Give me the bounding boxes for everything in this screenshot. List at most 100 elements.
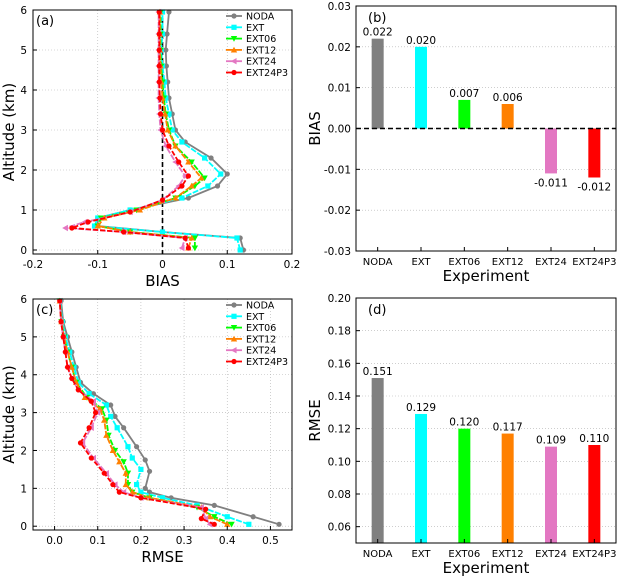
data-point (122, 481, 130, 488)
data-point (142, 485, 148, 491)
series-line-ext06 (96, 12, 206, 248)
bar-value-label: 0.022 (363, 27, 393, 39)
x-tick-label: EXT24 (535, 549, 567, 560)
data-point (129, 488, 136, 495)
data-point (237, 247, 243, 253)
x-tick-label: 0.1 (89, 535, 106, 547)
data-point (138, 495, 144, 501)
x-tick-label: 0.4 (219, 535, 236, 547)
x-tick-label: EXT24P3 (572, 257, 616, 268)
x-tick-label: 0.3 (176, 535, 193, 547)
data-point (157, 111, 164, 117)
data-point (161, 110, 169, 117)
x-tick-label: EXT06 (448, 257, 480, 268)
legend-marker (231, 358, 237, 365)
bar-value-label: -0.011 (534, 177, 568, 189)
bar-value-label: 0.151 (363, 366, 393, 378)
data-point (161, 79, 168, 85)
data-point (166, 111, 172, 117)
data-point (114, 425, 120, 431)
y-tick-label: 1 (20, 205, 27, 217)
y-tick-label: 0.18 (328, 326, 351, 338)
data-point (166, 9, 172, 15)
data-point (81, 218, 88, 226)
y-tick-label: 0.20 (328, 293, 351, 305)
panel-c: 0.0 0.1 0.2 0.3 0.4 0.5 0 1 2 3 4 5 6 RMSE Altitude (k… (0, 294, 293, 566)
data-point (188, 234, 195, 241)
data-point (246, 521, 252, 527)
data-point (64, 364, 71, 370)
data-point (188, 182, 195, 189)
data-point (224, 171, 230, 177)
legend-marker (230, 58, 237, 65)
bar-ext24p3 (588, 445, 601, 543)
data-point (159, 229, 166, 235)
legend-entry-noda: NODA (246, 301, 275, 312)
y-tick-label: 3 (20, 125, 27, 137)
bar-ext24p3 (588, 128, 601, 178)
data-point (71, 364, 77, 370)
y-tick-label: 6 (20, 5, 27, 17)
data-point (163, 95, 169, 101)
data-point (179, 183, 185, 189)
bar-value-label: 0.006 (493, 92, 523, 104)
legend-entry-ext24p3: EXT24P3 (246, 357, 288, 368)
x-axis-label: BIAS (145, 272, 180, 290)
data-point (58, 319, 64, 325)
y-tick-label: 6 (20, 294, 27, 306)
data-point (109, 447, 117, 454)
data-point (198, 174, 205, 181)
legend-entry-ext24: EXT24 (246, 346, 276, 357)
data-point (234, 235, 240, 241)
data-point (101, 470, 107, 476)
data-point (181, 172, 188, 180)
data-point (172, 194, 179, 201)
data-point (57, 298, 63, 304)
data-point (159, 31, 166, 37)
x-tick-label: 0.0 (46, 535, 63, 547)
data-point (228, 521, 235, 528)
data-point (136, 206, 144, 213)
y-tick-label: 1 (20, 483, 27, 495)
data-point (224, 514, 230, 520)
bar-noda (371, 38, 384, 129)
data-point (96, 405, 104, 412)
data-point (178, 244, 185, 252)
data-point (116, 458, 123, 465)
data-point (146, 468, 153, 474)
y-axis-label: BIAS (306, 111, 324, 146)
x-tick-label: EXT06 (448, 549, 480, 560)
data-point (86, 391, 92, 397)
data-point (127, 209, 133, 215)
data-point (176, 159, 182, 165)
data-point (69, 225, 75, 231)
x-tick-label: 0.5 (262, 535, 279, 547)
data-point (203, 506, 209, 512)
data-point (159, 197, 166, 203)
x-tick-label: EXT12 (492, 549, 524, 560)
bar-ext (415, 413, 427, 543)
legend-marker (231, 313, 237, 319)
data-point (159, 9, 166, 15)
y-tick-label: -0.03 (324, 246, 351, 258)
y-tick-label: 0 (20, 521, 27, 533)
legend-marker (230, 335, 238, 342)
legend-marker (231, 69, 237, 76)
legend-marker (230, 36, 238, 42)
data-point (156, 31, 162, 37)
data-point (116, 489, 122, 495)
bar-value-label: 0.129 (406, 402, 436, 414)
legend-entry-ext06: EXT06 (246, 34, 276, 45)
series-line-ext (59, 300, 250, 526)
data-point (185, 195, 191, 201)
data-point (164, 31, 170, 37)
data-point (188, 159, 195, 166)
data-point (172, 158, 179, 166)
data-point (224, 521, 231, 527)
bar-ext24 (545, 128, 557, 174)
legend-marker (230, 325, 238, 331)
y-tick-label: 0.14 (328, 391, 352, 403)
y-tick-label: -0.01 (324, 164, 351, 176)
y-tick-label: 4 (20, 370, 27, 382)
bar-value-label: 0.120 (449, 417, 479, 429)
